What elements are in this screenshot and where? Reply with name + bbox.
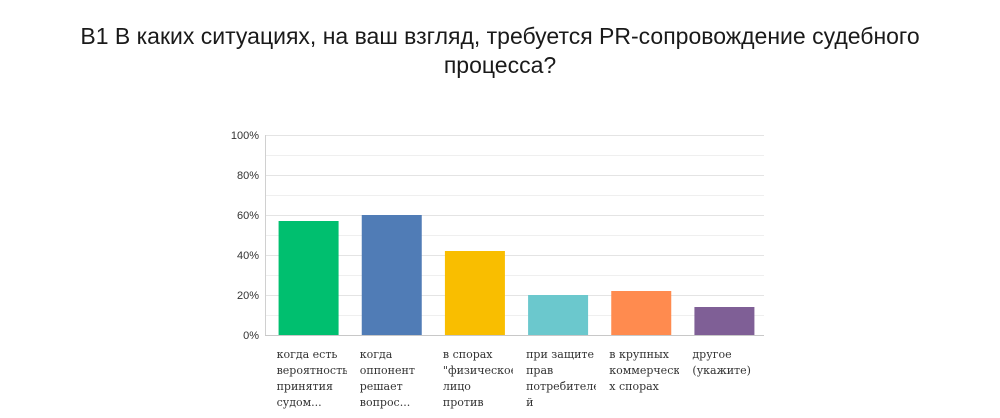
x-category-label: другое (укажите) — [692, 348, 751, 377]
y-tick-label: 60% — [237, 210, 259, 222]
bar[interactable] — [694, 307, 755, 335]
x-category-label: в крупныхкоммерческих спорах — [609, 348, 680, 393]
chart-title: B1 В каких ситуациях, на ваш взгляд, тре… — [80, 23, 920, 78]
x-category-label: когда есть вероятность принятия судом... — [276, 348, 347, 409]
bar[interactable] — [611, 291, 672, 335]
y-tick-label: 20% — [237, 290, 259, 302]
bar[interactable] — [528, 295, 589, 335]
y-tick-label: 80% — [237, 170, 259, 182]
y-tick-label: 40% — [237, 250, 259, 262]
y-tick-label: 0% — [243, 330, 259, 342]
bar[interactable] — [278, 221, 339, 335]
x-category-label: в спорах "физическое лицо против — [442, 348, 513, 409]
x-category-label: при защите прав потребителе й — [526, 348, 597, 409]
bar[interactable] — [444, 251, 505, 335]
bar[interactable] — [361, 215, 422, 335]
y-tick-label: 100% — [231, 130, 259, 142]
x-category-label: когда оппонент решает вопрос... — [359, 348, 415, 409]
